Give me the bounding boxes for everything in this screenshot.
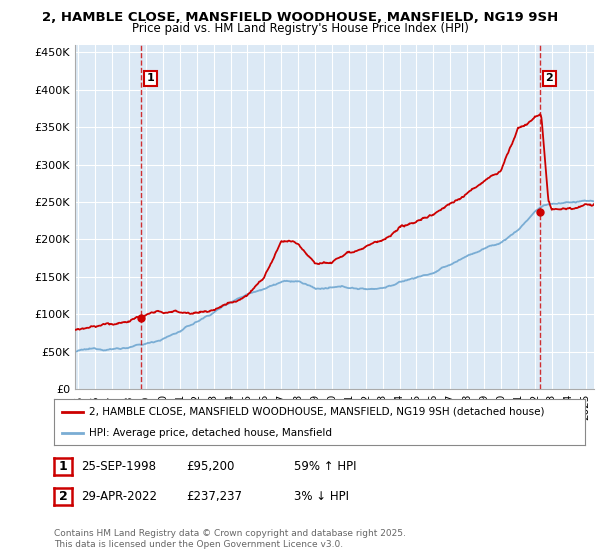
Text: HPI: Average price, detached house, Mansfield: HPI: Average price, detached house, Mans… xyxy=(89,428,332,438)
Text: 2: 2 xyxy=(59,490,67,503)
Text: 29-APR-2022: 29-APR-2022 xyxy=(81,490,157,503)
Text: £95,200: £95,200 xyxy=(186,460,235,473)
Text: 1: 1 xyxy=(59,460,67,473)
Text: Price paid vs. HM Land Registry's House Price Index (HPI): Price paid vs. HM Land Registry's House … xyxy=(131,22,469,35)
Text: Contains HM Land Registry data © Crown copyright and database right 2025.
This d: Contains HM Land Registry data © Crown c… xyxy=(54,529,406,549)
Text: 2, HAMBLE CLOSE, MANSFIELD WOODHOUSE, MANSFIELD, NG19 9SH (detached house): 2, HAMBLE CLOSE, MANSFIELD WOODHOUSE, MA… xyxy=(89,407,544,417)
Text: £237,237: £237,237 xyxy=(186,490,242,503)
Text: 1: 1 xyxy=(146,73,154,83)
Text: 25-SEP-1998: 25-SEP-1998 xyxy=(81,460,156,473)
Text: 2: 2 xyxy=(545,73,553,83)
Text: 3% ↓ HPI: 3% ↓ HPI xyxy=(294,490,349,503)
Text: 59% ↑ HPI: 59% ↑ HPI xyxy=(294,460,356,473)
Text: 2, HAMBLE CLOSE, MANSFIELD WOODHOUSE, MANSFIELD, NG19 9SH: 2, HAMBLE CLOSE, MANSFIELD WOODHOUSE, MA… xyxy=(42,11,558,24)
